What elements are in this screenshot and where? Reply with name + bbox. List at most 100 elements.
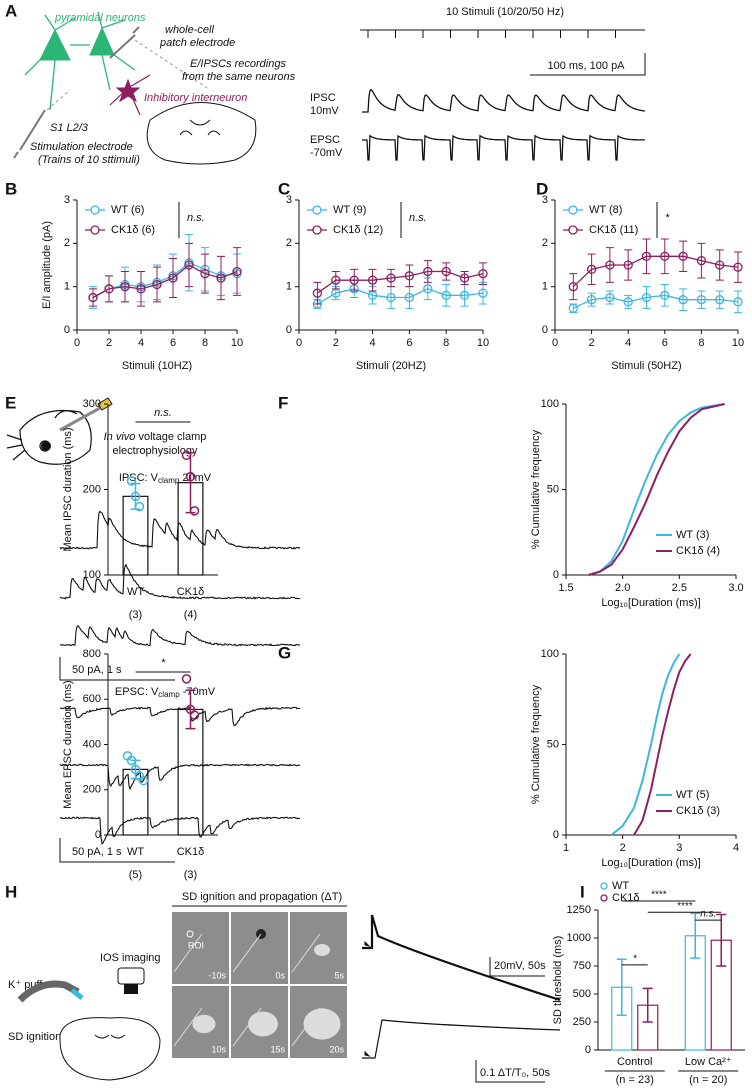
y-tick-label: 200 [83, 784, 101, 796]
marker [404, 292, 415, 303]
panel-label: I [580, 882, 585, 901]
error-bar [442, 284, 451, 307]
error-bar [697, 290, 706, 309]
legend-swatch [312, 225, 322, 235]
marker [586, 264, 597, 274]
marker [136, 284, 146, 294]
error-bar [185, 689, 196, 730]
drawing [46, 39, 211, 111]
x-tick-label: 2.5 [672, 582, 687, 594]
legend-label: CK1δ (11) [589, 224, 638, 236]
label: 0.1 ΔT/T₀, 50s [480, 1067, 550, 1079]
series-line [92, 262, 238, 299]
error-bar [716, 913, 727, 967]
y-tick-label: 200 [83, 483, 101, 495]
drawing [362, 134, 646, 161]
image-signal [192, 1014, 216, 1034]
x-tick-label: 2.0 [615, 582, 630, 594]
x-axis-label: Stimuli (20HZ) [356, 360, 426, 372]
y-tick-label: 750 [573, 960, 591, 972]
label: 10mV [310, 105, 339, 117]
series-line [573, 294, 739, 309]
label: In vivo [104, 431, 136, 443]
y-tick-label: 0 [553, 829, 559, 841]
error-bar [105, 275, 113, 303]
marker [216, 273, 226, 283]
x-tick-label: 1 [563, 842, 569, 854]
marker [696, 256, 707, 266]
x-tick-label: CK1δ [177, 846, 205, 858]
significance-label: **** [677, 901, 694, 912]
marker [200, 269, 210, 279]
y-tick-label: 3 [64, 194, 70, 206]
panel-label: D [536, 179, 548, 198]
label: EPSC: Vclamp -70mV [115, 686, 216, 699]
label: voltage clamp [135, 431, 206, 443]
data-point [185, 471, 196, 482]
sample-size: (5) [129, 869, 142, 881]
y-tick-label: 1000 [567, 932, 591, 944]
x-tick-label: Low Ca²⁺ [685, 1056, 732, 1068]
x-axis-label: Stimuli (10HZ) [122, 360, 192, 372]
y-axis-label: E/I amplitude (pA) [41, 221, 53, 309]
legend-swatch [600, 894, 608, 902]
x-tick-label: 3 [676, 842, 682, 854]
error-bar [715, 249, 724, 281]
marker [88, 292, 98, 303]
error-bar [569, 273, 578, 301]
panel-label: B [5, 179, 17, 198]
y-tick-label: 0 [95, 829, 101, 841]
marker [623, 297, 633, 307]
marker [605, 292, 615, 303]
marker [312, 288, 323, 298]
legend-swatch [90, 225, 100, 235]
marker [386, 273, 396, 283]
x-tick-label: 10 [477, 337, 489, 349]
legend-swatch [568, 205, 578, 215]
label: -70mV [180, 686, 216, 698]
label: EPSC [310, 134, 340, 146]
legend-label: CK1δ (6) [111, 224, 155, 236]
y-tick-label: 50 [547, 738, 559, 750]
y-tick-label: 1 [542, 281, 548, 293]
significance-label: * [161, 657, 166, 669]
error-bar [169, 258, 177, 298]
data-point [138, 775, 149, 786]
marker [120, 282, 130, 292]
legend-label: WT (8) [589, 204, 622, 216]
drawing [70, 988, 84, 1000]
drawing [59, 706, 301, 727]
drawing [39, 26, 115, 61]
drawing [186, 930, 194, 938]
significance-label: n.s. [187, 212, 205, 224]
error-bar [642, 238, 651, 275]
series-line [610, 653, 681, 836]
error-bar [405, 264, 414, 288]
y-tick-label: 3 [542, 194, 548, 206]
panel-label: A [5, 1, 17, 20]
drawing [59, 657, 175, 681]
marker [568, 303, 578, 313]
label: 50 pA, 1 s [72, 846, 122, 858]
series-line [588, 403, 725, 576]
legend-label: CK1δ (3) [676, 805, 720, 817]
marker [478, 269, 488, 279]
label: EPSC: V [115, 686, 159, 698]
label: ROI [188, 940, 204, 950]
marker [641, 292, 652, 303]
error-bar [185, 242, 193, 288]
data-point [189, 506, 200, 516]
x-tick-label: 0 [296, 337, 302, 349]
marker [678, 251, 688, 261]
time-label: 20s [329, 1044, 344, 1054]
panel-label: G [278, 643, 291, 662]
x-tick-label: 8 [443, 337, 449, 349]
marker [459, 290, 470, 300]
drawing [109, 26, 140, 59]
significance-label: n.s. [700, 909, 716, 920]
error-bar [734, 251, 742, 283]
error-bar [442, 262, 451, 281]
error-bar [697, 242, 706, 279]
marker [367, 275, 378, 285]
drawing [291, 1007, 321, 1047]
